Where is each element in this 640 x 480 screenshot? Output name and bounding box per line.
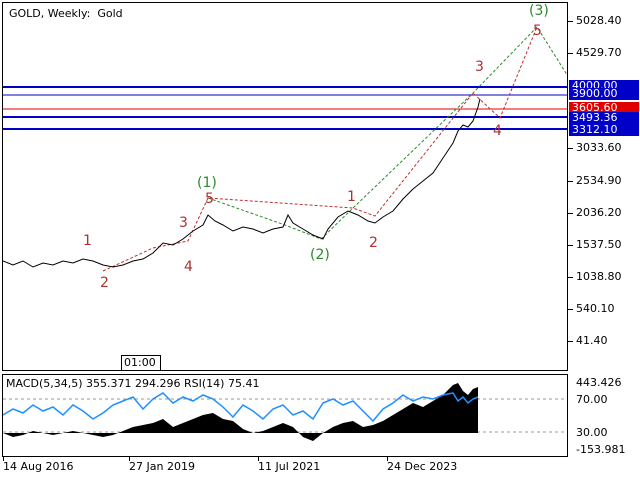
chart-title: GOLD, Weekly: Gold — [9, 7, 123, 20]
macd-histogram-area — [3, 383, 478, 441]
price-chart-canvas[interactable] — [3, 3, 568, 371]
date-tick — [3, 457, 4, 461]
indicator-axis-label: -153.981 — [576, 443, 626, 456]
wave-label: 3 — [179, 215, 188, 231]
date-axis-label: 27 Jan 2019 — [129, 460, 195, 473]
date-axis-label: 24 Dec 2023 — [387, 460, 458, 473]
price-tick — [568, 181, 573, 182]
indicator-canvas[interactable] — [3, 375, 568, 457]
level-tag-3493: 3493.36 — [569, 112, 639, 124]
indicator-chart[interactable]: MACD(5,34,5) 355.371 294.296 RSI(14) 75.… — [2, 374, 568, 457]
price-axis-label: 1038.80 — [576, 270, 622, 283]
date-axis-label: 14 Aug 2016 — [3, 460, 74, 473]
rsi-line — [3, 392, 479, 423]
price-tick — [568, 245, 573, 246]
indicator-axis-label: 443.426 — [576, 376, 622, 389]
level-tag-3312: 3312.10 — [569, 124, 639, 136]
forecast-red-dashed — [102, 26, 538, 272]
wave-label: 5 — [205, 191, 214, 207]
price-axis-label: 1537.50 — [576, 238, 622, 251]
price-tick — [568, 309, 573, 310]
price-tick — [568, 277, 573, 278]
indicator-title: MACD(5,34,5) 355.371 294.296 RSI(14) 75.… — [6, 377, 260, 390]
price-axis-label: 2036.20 — [576, 206, 622, 219]
price-chart[interactable]: GOLD, Weekly: Gold 1 2 3 4 5 (1) (2) 1 2… — [2, 2, 568, 371]
wave-label: 2 — [369, 235, 378, 251]
price-axis-label: 4529.70 — [576, 46, 622, 59]
date-axis-label: 11 Jul 2021 — [258, 460, 321, 473]
price-series-line — [3, 98, 481, 268]
level-tag-3900: 3900.00 — [569, 88, 639, 100]
wave-label: 4 — [493, 123, 502, 139]
forecast-green-dashed — [207, 26, 567, 240]
price-axis-label: 3033.60 — [576, 141, 622, 154]
wave-label: 1 — [83, 233, 92, 249]
price-tick — [568, 148, 573, 149]
time-marker-box[interactable]: 01:00 — [121, 355, 161, 370]
price-axis-label: 5028.40 — [576, 14, 622, 27]
price-axis-label: 540.10 — [576, 302, 615, 315]
level-tag-3605: 3605.60 — [569, 102, 639, 114]
wave-label: 3 — [475, 59, 484, 75]
price-tick — [568, 53, 573, 54]
wave-label: (1) — [197, 175, 217, 191]
indicator-axis-label: 70.00 — [576, 393, 608, 406]
price-tick — [568, 341, 573, 342]
date-tick — [387, 457, 388, 461]
indicator-axis-label: 30.00 — [576, 426, 608, 439]
wave-label: (2) — [310, 247, 330, 263]
wave-label: 2 — [100, 275, 109, 291]
wave-label: 4 — [184, 259, 193, 275]
price-tick — [568, 213, 573, 214]
price-axis-label: 2534.90 — [576, 174, 622, 187]
wave-label: 5 — [533, 23, 542, 39]
price-tick — [568, 21, 573, 22]
date-tick — [129, 457, 130, 461]
wave-label: (3) — [529, 3, 549, 19]
wave-label: 1 — [347, 189, 356, 205]
price-axis-label: 41.40 — [576, 334, 608, 347]
date-tick — [258, 457, 259, 461]
